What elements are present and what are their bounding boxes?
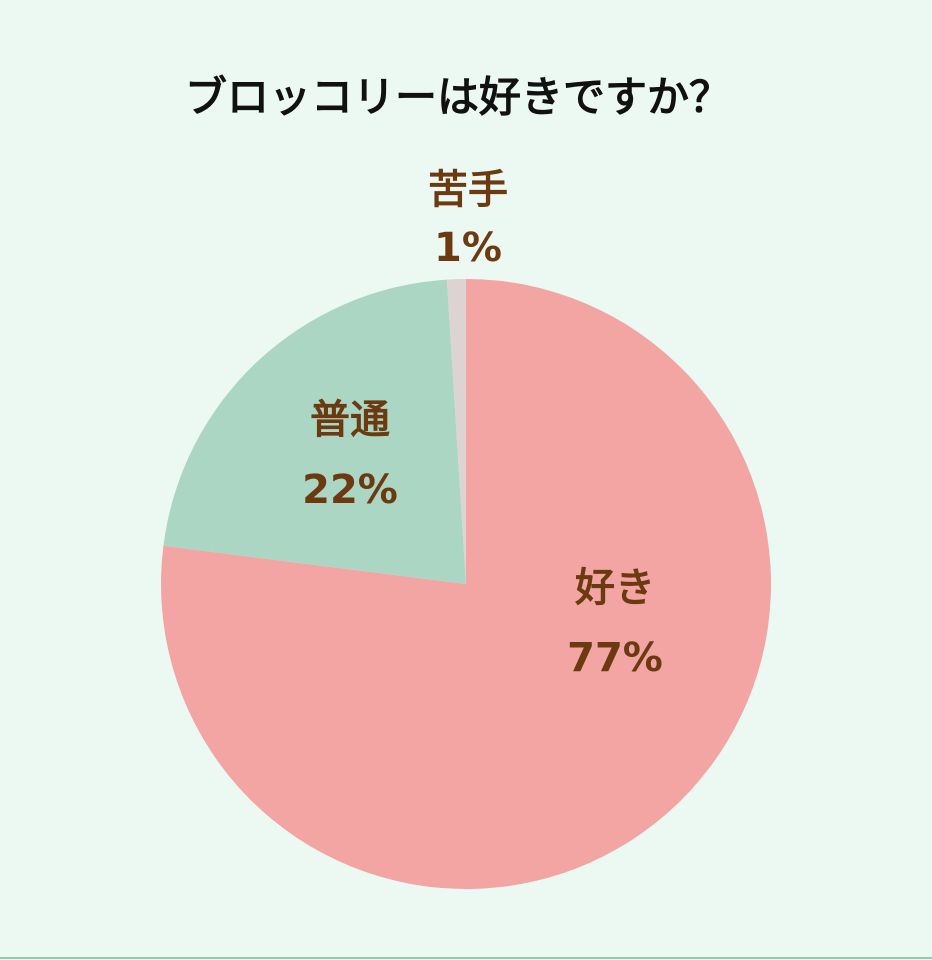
- chart-title: ブロッコリーは好きですか？: [185, 73, 731, 122]
- pie-slice: [446, 279, 466, 584]
- slice-category-label: 普通: [310, 397, 390, 443]
- pie-slice: [163, 279, 466, 584]
- slice-category-label: 苦手: [428, 167, 508, 213]
- slice-value-label: 77%: [567, 635, 663, 681]
- slice-value-label: 1%: [434, 225, 502, 271]
- slice-category-label: 好き: [574, 565, 655, 611]
- slice-value-label: 22%: [302, 467, 398, 513]
